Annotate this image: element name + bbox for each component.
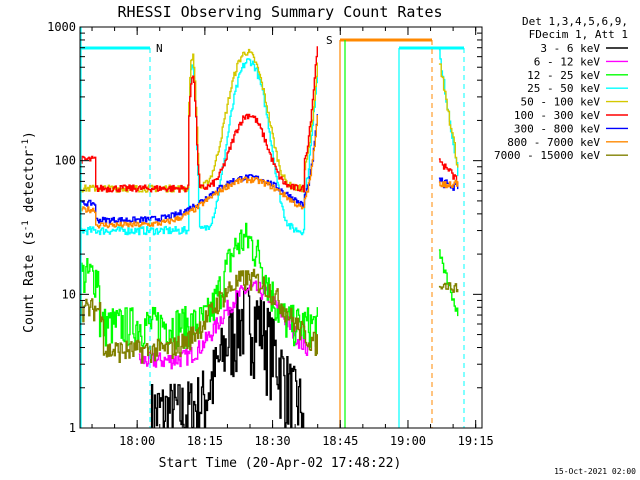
legend-label-1: 6 - 12 keV xyxy=(534,55,601,68)
series-group xyxy=(80,46,459,428)
x-tick-label-2: 18:30 xyxy=(255,434,291,448)
legend-label-0: 3 - 6 keV xyxy=(540,42,600,55)
legend-label-3: 25 - 50 keV xyxy=(527,82,600,95)
y-tick-label-1: 10 xyxy=(62,287,76,301)
x-tick-label-4: 19:00 xyxy=(390,434,426,448)
saa-marker-label: S xyxy=(326,34,333,47)
x-tick-label-1: 18:15 xyxy=(187,434,223,448)
chart-title: RHESSI Observing Summary Count Rates xyxy=(117,3,442,21)
y-axis-label: Count Rate (s-1 detector-1) xyxy=(21,131,37,333)
legend-header-2: FDecim 1, Att 1 xyxy=(529,28,628,41)
y-tick-label-0: 1 xyxy=(69,421,76,435)
legend-label-8: 7000 - 15000 keV xyxy=(494,149,600,162)
x-tick-label-3: 18:45 xyxy=(322,434,358,448)
x-tick-label-5: 19:15 xyxy=(458,434,494,448)
legend-label-6: 300 - 800 keV xyxy=(514,122,600,135)
plot-area: N S 1 10 100 1000 18:00 18:15 18:30 18:45 19:00 19:… xyxy=(47,20,494,448)
legend-label-2: 12 - 25 keV xyxy=(527,69,600,82)
x-tick-label-0: 18:00 xyxy=(119,434,155,448)
series-post-7 xyxy=(438,179,459,189)
legend-label-4: 50 - 100 keV xyxy=(521,96,601,109)
legend-label-5: 100 - 300 keV xyxy=(514,109,600,122)
series-post-4 xyxy=(438,63,459,168)
series-line-5 xyxy=(80,46,318,193)
y-tick-label-3: 1000 xyxy=(47,20,76,34)
legend-header-1: Det 1,3,4,5,6,9, xyxy=(522,15,628,28)
y-tick-label-2: 100 xyxy=(54,154,76,168)
series-line-0 xyxy=(150,287,305,428)
legend-label-7: 800 - 7000 keV xyxy=(507,136,600,149)
footer-date: 15-Oct-2021 02:00 xyxy=(554,467,636,476)
series-post-8 xyxy=(438,282,459,293)
night-marker-label: N xyxy=(156,42,163,55)
series-line-8 xyxy=(80,268,318,364)
x-axis-label: Start Time (20-Apr-02 17:48:22) xyxy=(159,456,402,471)
series-line-7 xyxy=(80,115,318,229)
legend: Det 1,3,4,5,6,9, FDecim 1, Att 1 3 - 6 k… xyxy=(494,15,628,162)
plot-frame xyxy=(79,26,483,429)
series-post-5 xyxy=(438,158,459,185)
